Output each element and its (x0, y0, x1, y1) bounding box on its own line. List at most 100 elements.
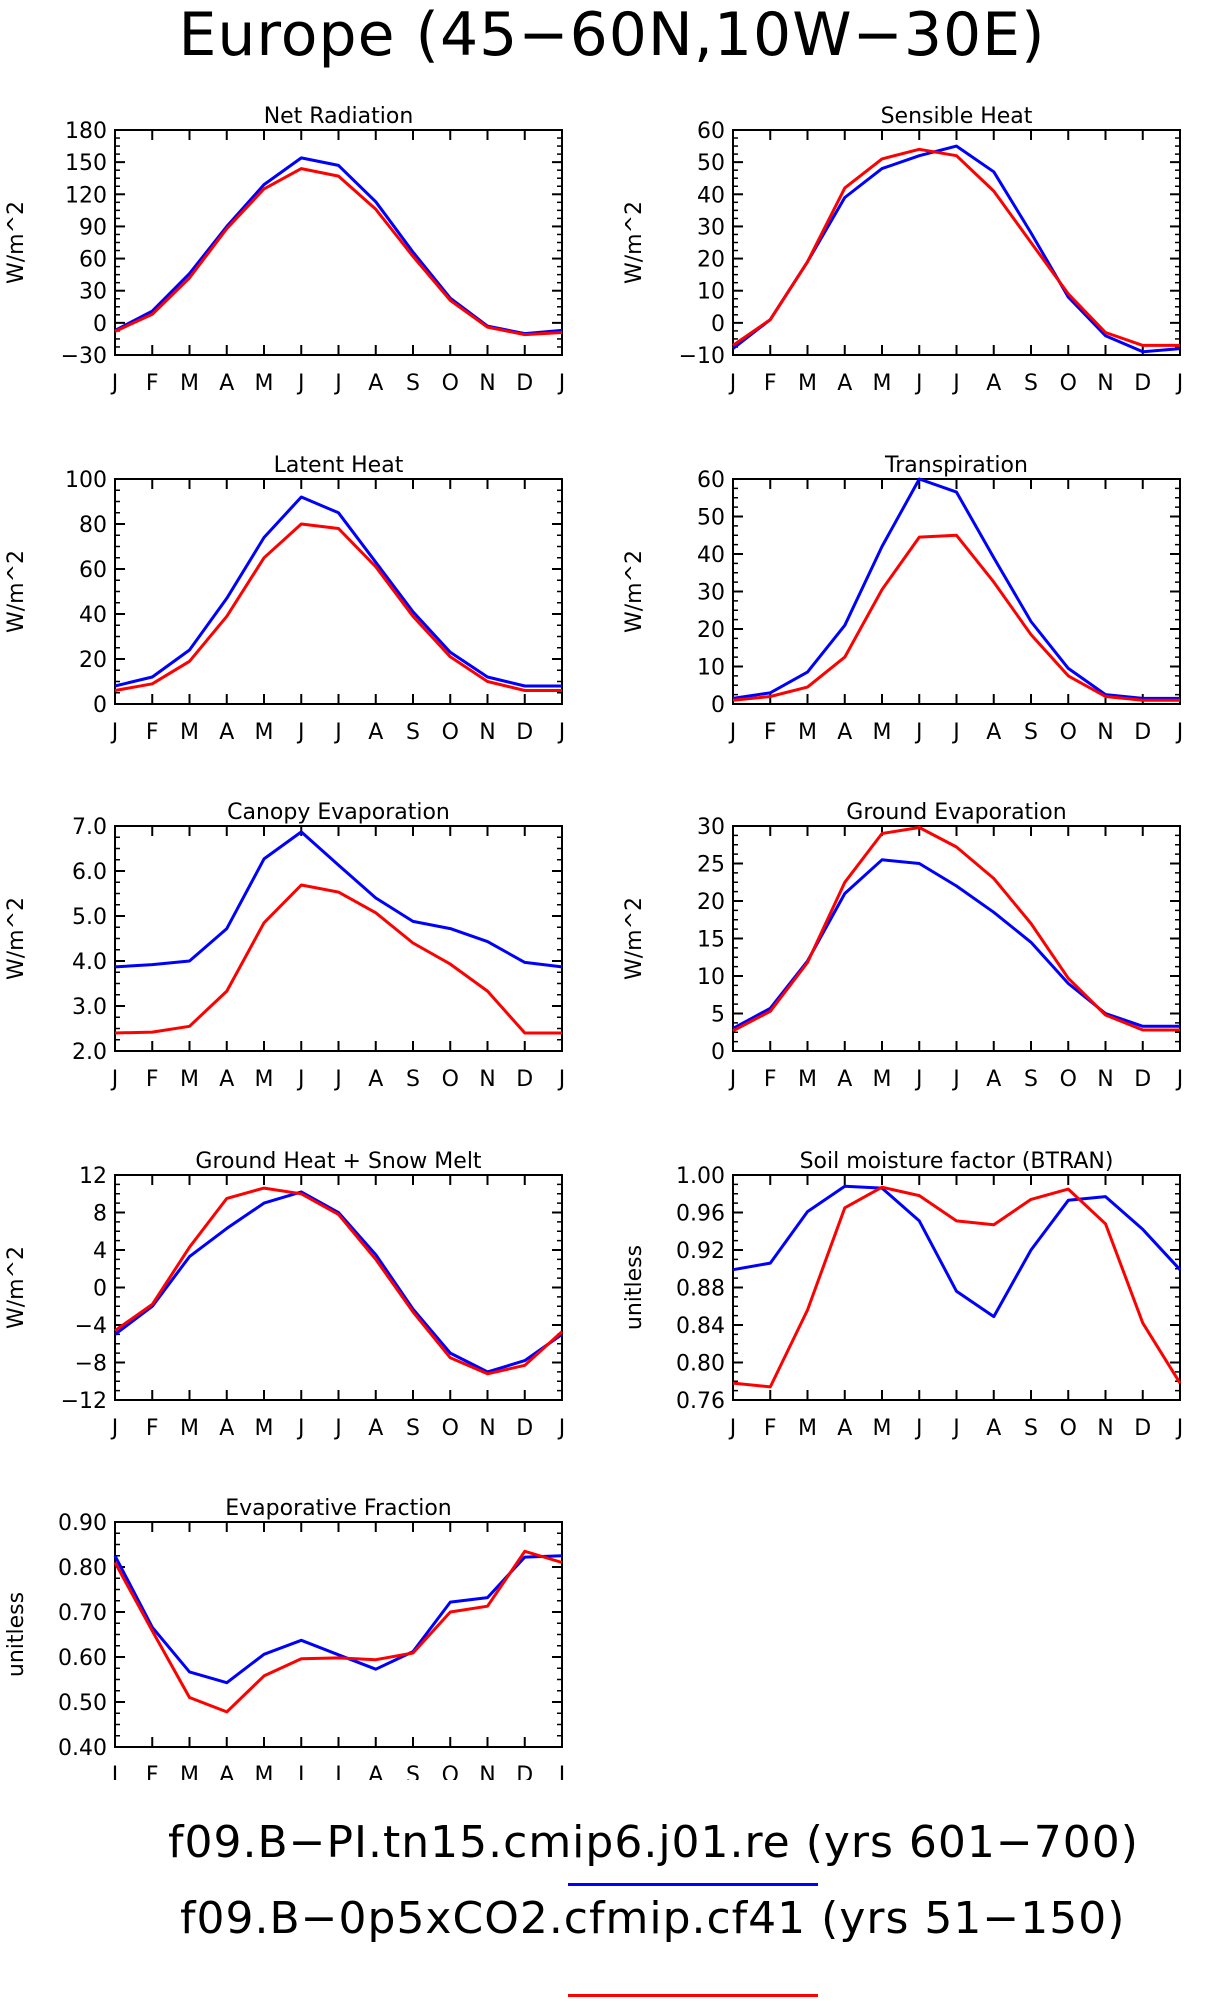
x-tick-label: M (255, 371, 274, 396)
y-tick-label: −12 (61, 1389, 107, 1414)
x-tick-label: F (146, 1416, 159, 1441)
x-tick-label: J (333, 1067, 342, 1092)
x-tick-label: J (951, 1067, 960, 1092)
series-line-blue (732, 1184, 1182, 1319)
x-tick-label: M (798, 371, 817, 396)
x-tick-label: A (986, 1067, 1001, 1092)
y-tick-label: −30 (61, 344, 107, 369)
y-tick-label: 10 (697, 280, 725, 305)
y-axis-label: W/m^2 (4, 550, 29, 633)
y-axis-label: W/m^2 (622, 201, 647, 284)
y-tick-label: 20 (697, 248, 725, 273)
y-tick-label: 30 (697, 215, 725, 240)
x-tick-label: M (180, 720, 199, 745)
y-tick-label: 0 (711, 312, 725, 337)
x-tick-label: O (442, 371, 459, 396)
x-tick-label: N (1097, 1067, 1113, 1092)
y-tick-label: 25 (697, 853, 725, 878)
x-tick-label: N (479, 371, 495, 396)
x-tick-label: S (1024, 371, 1038, 396)
chart-title: Canopy Evaporation (227, 800, 450, 825)
y-tick-label: 10 (697, 965, 725, 990)
series-line-blue (113, 1554, 563, 1685)
x-tick-label: A (219, 1067, 234, 1092)
y-tick-label: 0 (93, 312, 107, 337)
x-tick-label: S (406, 371, 420, 396)
series-line-blue (732, 144, 1181, 354)
x-tick-label: S (406, 1763, 420, 1780)
x-tick-label: A (368, 371, 383, 396)
series-line-red (114, 1186, 564, 1376)
x-tick-label: N (479, 1763, 495, 1780)
x-tick-label: N (1097, 720, 1113, 745)
chart-title: Evaporative Fraction (225, 1496, 451, 1521)
legend-swatch-red (568, 1994, 818, 1997)
x-tick-label: J (1175, 720, 1184, 745)
x-tick-label: J (557, 1763, 566, 1780)
x-tick-label: M (255, 1067, 274, 1092)
x-tick-label: F (146, 371, 159, 396)
y-tick-label: 0.76 (676, 1389, 725, 1414)
x-tick-label: A (368, 1416, 383, 1441)
x-tick-label: M (873, 720, 892, 745)
chart-title: Transpiration (884, 453, 1028, 478)
x-tick-label: D (516, 1763, 533, 1780)
y-tick-label: 90 (79, 215, 107, 240)
x-tick-label: F (764, 1416, 777, 1441)
y-tick-label: 0.88 (676, 1277, 725, 1302)
x-tick-label: O (1060, 1067, 1077, 1092)
x-tick-label: J (296, 1763, 305, 1780)
x-tick-label: A (986, 1416, 1001, 1441)
y-tick-label: 60 (79, 558, 107, 583)
x-tick-label: F (764, 371, 777, 396)
y-tick-label: 4 (93, 1239, 107, 1264)
y-tick-label: 0.80 (58, 1556, 107, 1581)
series-line-blue (114, 156, 563, 336)
y-tick-label: −10 (679, 344, 725, 369)
y-axis-label: W/m^2 (622, 550, 647, 633)
y-tick-label: 40 (697, 543, 725, 568)
x-tick-label: D (516, 371, 533, 396)
chart-title: Latent Heat (274, 453, 404, 478)
y-tick-label: 40 (79, 603, 107, 628)
x-tick-label: F (146, 1763, 159, 1780)
x-tick-label: A (837, 720, 852, 745)
y-tick-label: 0.50 (58, 1691, 107, 1716)
chart-title: Ground Heat + Snow Melt (195, 1149, 482, 1174)
plot-frame (114, 1174, 563, 1401)
x-tick-label: J (1175, 371, 1184, 396)
legend-swatch-blue (568, 1883, 818, 1886)
y-tick-label: 100 (65, 468, 107, 493)
y-axis-label: unitless (622, 1245, 647, 1330)
x-tick-label: J (110, 371, 119, 396)
x-tick-label: J (951, 720, 960, 745)
y-tick-label: 50 (697, 151, 725, 176)
x-tick-label: M (873, 1416, 892, 1441)
y-tick-label: −4 (75, 1314, 107, 1339)
y-tick-label: 3.0 (72, 995, 107, 1020)
x-tick-label: F (146, 1067, 159, 1092)
series-line-blue (114, 1190, 563, 1374)
x-tick-label: F (146, 720, 159, 745)
x-tick-label: J (333, 1763, 342, 1780)
x-tick-label: D (516, 1416, 533, 1441)
series-line-red (732, 533, 1180, 702)
x-tick-label: O (442, 720, 459, 745)
y-tick-label: 20 (697, 890, 725, 915)
y-axis-label: W/m^2 (622, 897, 647, 980)
y-tick-label: 0 (93, 693, 107, 718)
y-axis-label: W/m^2 (4, 1246, 29, 1329)
chart-panel-4: Canopy Evaporation W/m^2 2.0 3.0 4.0 5.0 6.0 7.… (4, 800, 565, 1092)
x-tick-label: A (368, 1763, 383, 1780)
x-tick-label: J (557, 1067, 566, 1092)
chart-title: Soil moisture factor (BTRAN) (800, 1149, 1114, 1174)
series-line-blue (114, 830, 563, 969)
y-tick-label: −8 (75, 1352, 107, 1377)
y-tick-label: 6.0 (72, 860, 107, 885)
y-tick-label: 30 (697, 581, 725, 606)
x-tick-label: A (368, 720, 383, 745)
x-tick-label: J (951, 371, 960, 396)
